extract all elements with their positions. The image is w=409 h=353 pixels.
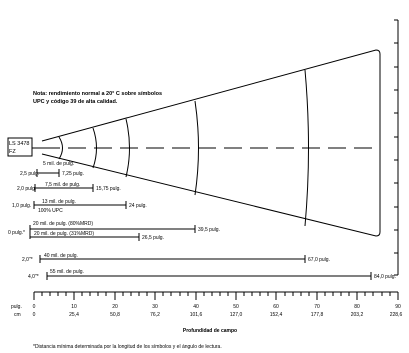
tick-cm-0: 0 (33, 312, 36, 318)
range-end-20mil-31: 26,5 pulg. (142, 235, 164, 241)
tick-cm-101-6: 101,6 (190, 312, 203, 318)
range-end-55mil: 84,0 pulg. (374, 274, 396, 280)
note-line-2: UPC y código 39 de alta calidad. (33, 99, 118, 105)
range-start-7-5mil: 2,0 pulg. (17, 186, 36, 192)
range-end-7-5mil: 15,75 pulg. (96, 186, 121, 192)
range-start-5mil: 2,5 pulg. (20, 171, 39, 177)
tick-in-10: 10 (71, 304, 77, 310)
tick-in-80: 80 (354, 304, 360, 310)
range-start-55mil: 4,0"* (28, 274, 39, 280)
scanner-model-suffix: FZ (9, 149, 16, 155)
range-end-13mil: 24 pulg. (129, 203, 147, 209)
tick-in-70: 70 (314, 304, 320, 310)
axis-unit-inches: pulg. (11, 304, 22, 310)
note-line-1: Nota: rendimiento normal a 20° C sobre s… (33, 91, 162, 97)
axis-tick-labels-inches: 0 10 20 30 40 50 60 70 80 90 (33, 304, 401, 310)
tick-in-0: 0 (33, 304, 36, 310)
scan-cone (41, 49, 381, 237)
tick-cm-25-4: 25,4 (69, 312, 79, 318)
scanner-box (7, 137, 33, 157)
range-start-13mil: 1,0 pulg. (12, 203, 31, 209)
tick-cm-50-8: 50,8 (110, 312, 120, 318)
range-end-40mil: 67,0 pulg. (308, 257, 330, 263)
range-arc-5mil (58, 136, 63, 160)
tick-in-40: 40 (193, 304, 199, 310)
axis-title: Profundidad de campo (183, 328, 237, 334)
range-arc-20mil (194, 100, 199, 196)
axis-unit-cm: cm (14, 312, 21, 318)
tick-cm-177-8: 177,8 (311, 312, 324, 318)
tick-cm-203-2: 203,2 (351, 312, 364, 318)
axis-tick-labels-cm: 0 25,4 50,8 76,2 101,6 127,0 152,4 177,8… (33, 312, 403, 318)
tick-in-20: 20 (112, 304, 118, 310)
right-ruler (394, 19, 399, 276)
range-symbol-7-5mil: 7,5 mil. de pulg. (45, 182, 80, 188)
tick-in-60: 60 (273, 304, 279, 310)
range-end-5mil: 7,25 pulg. (62, 171, 84, 177)
range-symbol-20mil-80: 20 mil. de pulg. (80%MRD) (33, 221, 93, 227)
range-symbol-40mil: 40 mil. de pulg. (44, 253, 78, 259)
tick-in-30: 30 (152, 304, 158, 310)
range-arc-13mil (125, 118, 130, 178)
scanner-model: LS 3478 (9, 141, 30, 147)
range-symbol2-13mil: 100% UPC (38, 208, 63, 214)
range-bars (29, 169, 372, 280)
tick-cm-228-6: 228,6 (390, 312, 403, 318)
bottom-axis (33, 291, 399, 300)
range-symbol-20mil-31: 20 mil. de pulg. (31%MRD) (34, 231, 94, 237)
range-start-20mil: 0 pulg.* (8, 230, 25, 236)
range-symbol-5mil: 5 mil. de pulg. (43, 161, 74, 167)
footnote: *Distancia mínima determinada por la lon… (33, 344, 222, 350)
range-symbol-55mil: 55 mil. de pulg. (50, 269, 84, 275)
range-arc-40mil (304, 69, 309, 227)
range-symbol-13mil: 13 mil. de pulg. (42, 199, 76, 205)
tick-in-90: 90 (395, 304, 401, 310)
range-arc-7-5mil (92, 127, 97, 169)
tick-cm-127-0: 127,0 (230, 312, 243, 318)
cone-outline (41, 49, 381, 237)
range-end-20mil-80: 39,5 pulg. (198, 227, 220, 233)
tick-cm-152-4: 152,4 (270, 312, 283, 318)
tick-in-50: 50 (233, 304, 239, 310)
tick-cm-76-2: 76,2 (150, 312, 160, 318)
range-start-40mil: 2,0"* (22, 257, 33, 263)
